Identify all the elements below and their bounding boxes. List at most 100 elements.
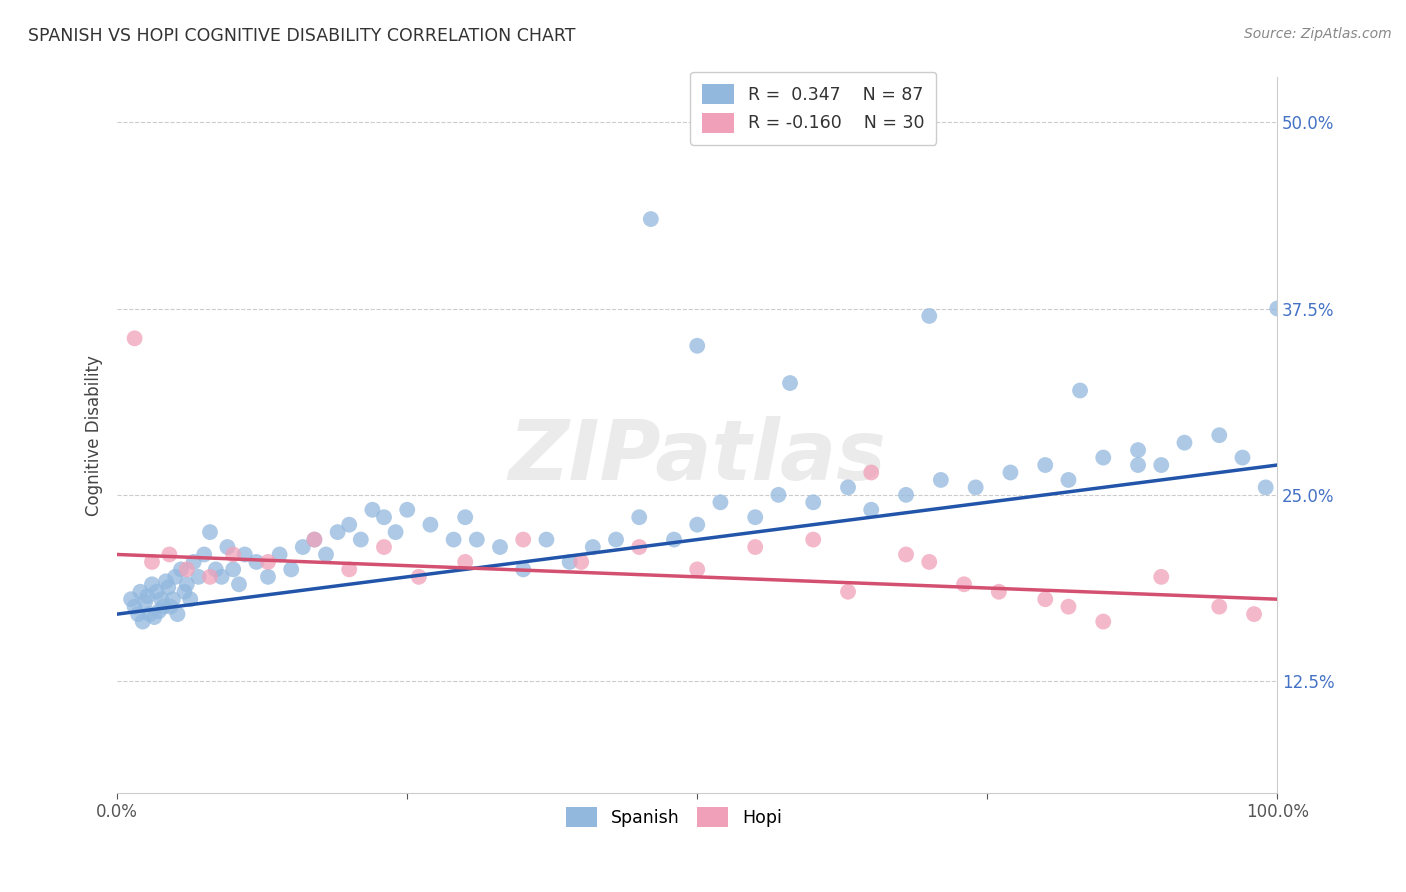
Point [222, 548, 245, 562]
Point [860, 466, 883, 480]
Point [558, 555, 581, 569]
Point [233, 548, 256, 562]
Point [204, 562, 226, 576]
Point [373, 540, 395, 554]
Point [837, 480, 859, 494]
Point [136, 589, 159, 603]
Point [1208, 599, 1230, 614]
Text: SPANISH VS HOPI COGNITIVE DISABILITY CORRELATION CHART: SPANISH VS HOPI COGNITIVE DISABILITY COR… [28, 27, 575, 45]
Point [257, 570, 280, 584]
Legend: Spanish, Hopi: Spanish, Hopi [560, 800, 789, 834]
Point [1092, 615, 1115, 629]
Point [304, 533, 326, 547]
Point [1254, 480, 1277, 494]
Point [155, 574, 177, 589]
Point [337, 517, 360, 532]
Point [1057, 473, 1080, 487]
Point [744, 510, 766, 524]
Point [280, 562, 302, 576]
Point [801, 533, 824, 547]
Point [143, 610, 166, 624]
Point [165, 570, 187, 584]
Point [129, 584, 152, 599]
Point [605, 533, 627, 547]
Point [127, 607, 149, 621]
Point [228, 577, 250, 591]
Point [744, 540, 766, 554]
Point [779, 376, 801, 390]
Point [326, 525, 349, 540]
Point [686, 517, 709, 532]
Point [569, 555, 592, 569]
Point [686, 339, 709, 353]
Point [211, 570, 233, 584]
Text: Source: ZipAtlas.com: Source: ZipAtlas.com [1244, 27, 1392, 41]
Point [582, 540, 605, 554]
Point [1126, 458, 1149, 472]
Point [953, 577, 976, 591]
Point [801, 495, 824, 509]
Point [489, 540, 512, 554]
Point [170, 562, 193, 576]
Point [134, 595, 156, 609]
Point [686, 562, 709, 576]
Point [193, 548, 215, 562]
Point [894, 488, 917, 502]
Point [141, 555, 163, 569]
Point [350, 533, 373, 547]
Point [1000, 466, 1022, 480]
Point [1232, 450, 1254, 465]
Point [1243, 607, 1265, 621]
Point [132, 615, 155, 629]
Point [159, 599, 181, 614]
Point [662, 533, 685, 547]
Point [1173, 435, 1195, 450]
Point [443, 533, 465, 547]
Point [987, 584, 1010, 599]
Point [419, 517, 441, 532]
Point [222, 562, 245, 576]
Point [373, 510, 395, 524]
Point [768, 488, 790, 502]
Point [145, 584, 167, 599]
Point [536, 533, 558, 547]
Point [187, 570, 209, 584]
Point [1126, 443, 1149, 458]
Point [894, 548, 917, 562]
Point [152, 599, 174, 614]
Point [628, 510, 651, 524]
Point [1092, 450, 1115, 465]
Point [408, 570, 430, 584]
Point [465, 533, 488, 547]
Point [124, 331, 146, 345]
Point [176, 562, 198, 576]
Point [148, 604, 170, 618]
Point [245, 555, 267, 569]
Point [179, 592, 201, 607]
Point [709, 495, 731, 509]
Point [157, 548, 180, 562]
Point [162, 592, 184, 607]
Point [337, 562, 360, 576]
Point [304, 533, 326, 547]
Point [1069, 384, 1091, 398]
Text: ZIPatlas: ZIPatlas [509, 417, 886, 497]
Point [157, 580, 180, 594]
Point [918, 555, 941, 569]
Point [1057, 599, 1080, 614]
Point [628, 540, 651, 554]
Point [1265, 301, 1288, 316]
Point [124, 599, 146, 614]
Point [166, 607, 188, 621]
Point [837, 584, 859, 599]
Point [929, 473, 952, 487]
Point [965, 480, 987, 494]
Point [183, 555, 205, 569]
Point [138, 607, 160, 621]
Point [291, 540, 314, 554]
Point [217, 540, 239, 554]
Point [120, 592, 142, 607]
Point [257, 555, 280, 569]
Point [1150, 458, 1173, 472]
Point [454, 510, 477, 524]
